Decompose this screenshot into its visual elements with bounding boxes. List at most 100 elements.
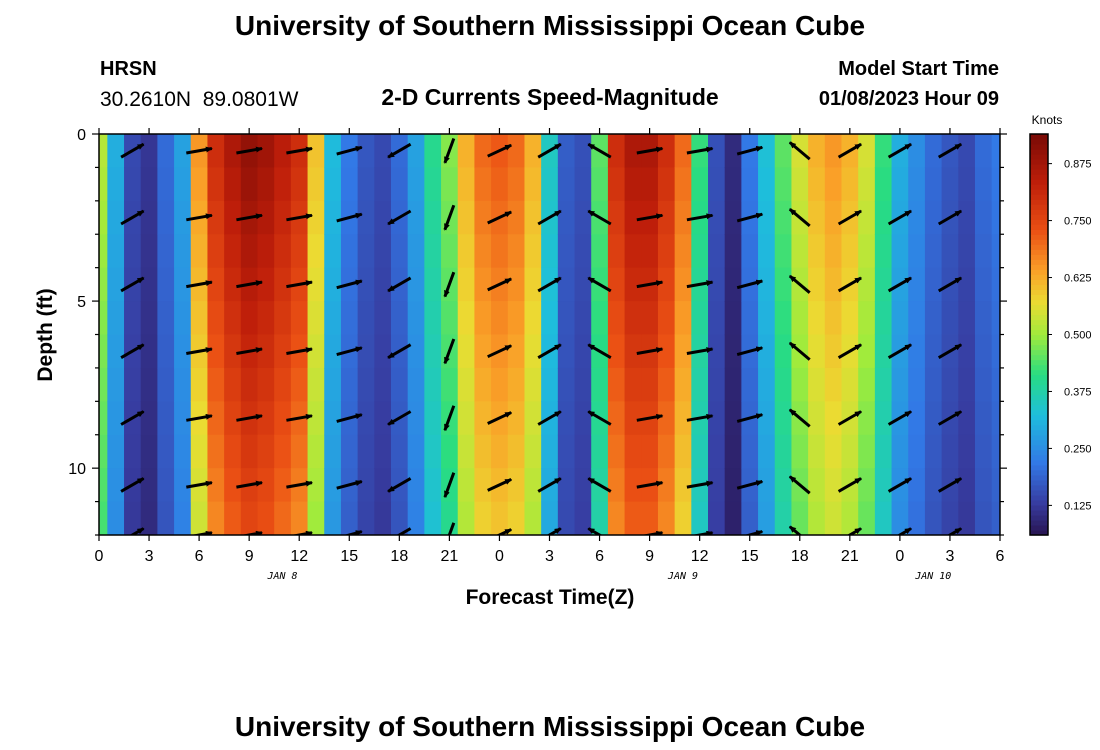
heatmap-cell [274, 401, 292, 436]
date-label: JAN 8 [266, 571, 297, 582]
current-arrow [736, 145, 764, 156]
current-arrow [587, 410, 612, 426]
heatmap-cell [808, 334, 826, 369]
colorbar-segment [1030, 529, 1048, 536]
colorbar-segment [1030, 444, 1048, 451]
heatmap-cell [307, 468, 325, 503]
heatmap-cell [474, 167, 492, 202]
current-arrow [736, 413, 764, 423]
colorbar-segment [1030, 369, 1048, 376]
colorbar-segment [1030, 224, 1048, 230]
heatmap-cell [374, 501, 392, 535]
heatmap-cell [390, 301, 409, 336]
heatmap-cell [357, 468, 375, 503]
current-arrow [887, 477, 912, 493]
heatmap-cell [591, 167, 609, 202]
heatmap-cell [758, 434, 776, 469]
current-arrow [336, 413, 363, 423]
current-arrow [837, 477, 862, 493]
heatmap-cell [874, 234, 893, 269]
current-arrow [686, 213, 714, 222]
heatmap-cell [758, 401, 776, 436]
heatmap-cell [874, 167, 893, 202]
heatmap-cell [708, 334, 726, 369]
heatmap-cell [140, 367, 158, 402]
heatmap-cell [107, 367, 125, 402]
heatmap-cell [958, 468, 976, 503]
colorbar-segment [1030, 424, 1048, 431]
current-arrow [946, 527, 963, 535]
colorbar-segment [1030, 354, 1048, 361]
heatmap-cell [507, 267, 526, 302]
heatmap-cell [674, 134, 692, 169]
heatmap-cell [307, 134, 325, 169]
heatmap-cell [357, 401, 375, 436]
colorbar-tick-label: 0.875 [1064, 159, 1092, 171]
colorbar-segment [1030, 484, 1048, 491]
heatmap-cell [657, 401, 676, 436]
heatmap-cell [274, 468, 292, 503]
heatmap-cell [607, 334, 626, 369]
x-tick-label: 0 [95, 548, 104, 565]
heatmap-cell [324, 234, 342, 269]
colorbar-segment [1030, 419, 1048, 426]
heatmap-cell [307, 334, 325, 369]
heatmap-cell [524, 301, 542, 336]
heatmap-cell [557, 200, 576, 235]
heatmap-cell [624, 167, 642, 202]
x-tick-label: 15 [741, 548, 759, 565]
x-tick-label: 15 [340, 548, 358, 565]
x-tick-label: 18 [390, 548, 408, 565]
colorbar-segment [1030, 479, 1048, 486]
heatmap-cell [991, 434, 1000, 469]
heatmap-cell [257, 334, 275, 369]
heatmap-cell [657, 167, 676, 202]
colorbar-segment [1030, 409, 1048, 416]
heatmap-cell [107, 468, 125, 503]
heatmap-cell [724, 334, 742, 369]
heatmap-cell [774, 367, 793, 402]
heatmap-cell [157, 301, 175, 336]
heatmap-cell [774, 468, 793, 503]
heatmap-cell [974, 200, 993, 235]
heatmap-cell [140, 401, 158, 436]
heatmap-cell [574, 401, 592, 436]
heatmap-cell [357, 167, 375, 202]
heatmap-cell [991, 468, 1000, 503]
colorbar-segment [1030, 289, 1048, 295]
heatmap-cell [307, 234, 325, 269]
heatmap-cell [674, 167, 692, 202]
colorbar-segment [1030, 349, 1048, 356]
current-arrow [120, 410, 145, 426]
heatmap-cell [824, 434, 843, 469]
current-arrow [837, 209, 862, 226]
heatmap-cell [774, 434, 793, 469]
heatmap-cell [724, 501, 742, 535]
heatmap-cell [357, 334, 375, 369]
heatmap-cell [574, 200, 592, 235]
heatmap-cell [491, 501, 509, 535]
heatmap-cell [941, 501, 959, 535]
current-arrow [546, 527, 562, 535]
heatmap-cell [708, 434, 726, 469]
heatmap-cell [474, 234, 492, 269]
heatmap-cell [374, 267, 392, 302]
heatmap-cell [541, 301, 559, 336]
heatmap-cell [958, 401, 976, 436]
heatmap-cell [524, 334, 542, 369]
x-tick-label: 12 [290, 548, 308, 565]
current-arrow [487, 277, 513, 292]
colorbar-segment [1030, 339, 1048, 346]
current-arrow [290, 530, 313, 535]
heatmap-cell [140, 234, 158, 269]
current-arrow [336, 145, 363, 156]
heatmap-cell [257, 167, 275, 202]
colorbar-segment [1030, 149, 1048, 155]
heatmap-cell [724, 301, 742, 336]
heatmap-cell [974, 434, 993, 469]
colorbar-segment [1030, 509, 1048, 516]
current-arrow [937, 343, 963, 359]
heatmap-cell [140, 501, 158, 535]
heatmap-cell [841, 434, 859, 469]
heatmap-cell [674, 301, 692, 336]
